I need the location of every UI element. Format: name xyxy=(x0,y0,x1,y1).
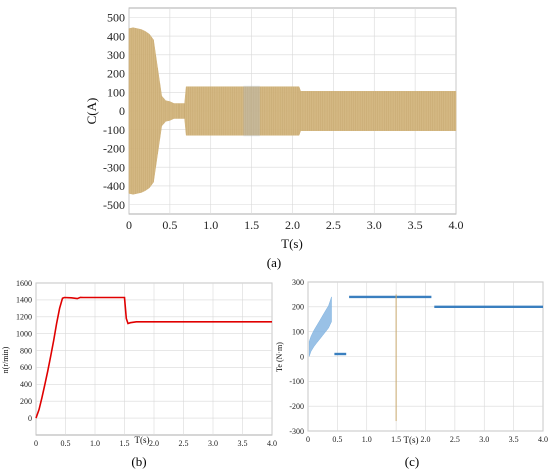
chart-c-x-label: T(s) xyxy=(404,435,419,445)
series-line-0 xyxy=(35,296,272,419)
x-tick-label: 3.0 xyxy=(208,439,218,448)
chart-a-series xyxy=(128,27,457,195)
caption-b: (b) xyxy=(131,454,146,469)
x-tick-label: 4.0 xyxy=(267,439,277,448)
x-tick-label: 4.0 xyxy=(538,435,548,444)
y-tick-label: 800 xyxy=(20,346,32,355)
y-tick-label: -300 xyxy=(289,427,304,436)
y-tick-label: 0 xyxy=(119,104,125,118)
chart-a: 0 0.5 1.0 1.5 2.0 2.5 3.0 3.5 4.0 500 400 300 200 10… xyxy=(84,7,464,270)
x-tick-label: 1.0 xyxy=(90,439,100,448)
x-tick-label: 1.0 xyxy=(203,218,218,232)
y-tick-label: 1600 xyxy=(16,279,32,288)
chart-a-y-ticks: 500 400 300 200 100 0 -100 -200 -300 -400 -500 xyxy=(103,11,125,212)
x-tick-label: 0 xyxy=(306,435,310,444)
series-band-overlay xyxy=(243,85,260,137)
x-tick-label: 4.0 xyxy=(449,218,464,232)
x-tick-label: 1.5 xyxy=(120,439,130,448)
chart-c: 0 0.5 1.0 1.5 2.0 2.5 3.0 3.5 4.0 300 200 100 0 -100… xyxy=(275,278,548,469)
x-tick-label: 1.0 xyxy=(362,435,372,444)
x-tick-label: 3.0 xyxy=(367,218,382,232)
chart-c-x-ticks: 0 0.5 1.0 1.5 2.0 2.5 3.0 3.5 4.0 xyxy=(306,435,548,444)
x-tick-label: 0.5 xyxy=(332,435,342,444)
chart-b-series xyxy=(35,296,272,419)
y-tick-label: 200 xyxy=(107,67,125,81)
y-tick-label: -300 xyxy=(103,160,125,174)
y-tick-label: 100 xyxy=(292,327,304,336)
y-tick-label: 400 xyxy=(20,380,32,389)
y-tick-label: 400 xyxy=(107,29,125,43)
y-tick-label: 200 xyxy=(292,303,304,312)
chart-b-grid xyxy=(35,282,273,435)
x-tick-label: 3.5 xyxy=(509,435,519,444)
series-band-0 xyxy=(308,296,332,357)
y-tick-label: 200 xyxy=(20,397,32,406)
x-tick-label: 2.5 xyxy=(326,218,341,232)
y-tick-label: -500 xyxy=(103,198,125,212)
y-tick-label: 300 xyxy=(292,278,304,287)
x-tick-label: 0 xyxy=(126,218,132,232)
x-tick-label: 2.0 xyxy=(421,435,431,444)
x-tick-label: 1.5 xyxy=(391,435,401,444)
y-tick-label: 1400 xyxy=(16,296,32,305)
x-tick-label: 2.5 xyxy=(450,435,460,444)
chart-a-x-ticks: 0 0.5 1.0 1.5 2.0 2.5 3.0 3.5 4.0 xyxy=(126,218,464,232)
x-tick-label: 2.0 xyxy=(285,218,300,232)
chart-b-y-ticks: 1600 1400 1200 1000 800 600 400 200 0 xyxy=(16,279,32,423)
y-tick-label: 500 xyxy=(107,11,125,25)
y-tick-label: 1000 xyxy=(16,329,32,338)
x-tick-label: 0 xyxy=(34,439,38,448)
caption-a: (a) xyxy=(267,255,281,270)
y-tick-label: -100 xyxy=(289,377,304,386)
x-tick-label: 0.5 xyxy=(162,218,177,232)
x-tick-label: 2.5 xyxy=(179,439,189,448)
chart-b: 0 0.5 1.0 1.5 2.0 2.5 3.0 3.5 4.0 1600 1400 1200 10… xyxy=(1,279,277,469)
y-tick-label: 1200 xyxy=(16,313,32,322)
y-tick-label: -400 xyxy=(103,179,125,193)
caption-c: (c) xyxy=(405,454,419,469)
series-band-0 xyxy=(128,27,457,195)
series-band-texture xyxy=(128,27,455,195)
y-tick-label: 100 xyxy=(107,85,125,99)
x-tick-label: 3.5 xyxy=(408,218,423,232)
y-tick-label: 0 xyxy=(300,352,304,361)
y-tick-label: -200 xyxy=(103,142,125,156)
chart-c-y-ticks: 300 200 100 0 -100 -200 -300 xyxy=(289,278,304,436)
x-tick-label: 2.0 xyxy=(149,439,159,448)
chart-a-y-label: C(A) xyxy=(84,98,99,125)
y-tick-label: 300 xyxy=(107,48,125,62)
y-tick-label: 0 xyxy=(28,414,32,423)
chart-b-y-label: n(r/min) xyxy=(1,346,10,373)
chart-a-x-label: T(s) xyxy=(281,236,303,251)
y-tick-label: -100 xyxy=(103,123,125,137)
chart-c-y-label: Te (N·m) xyxy=(275,342,284,372)
x-tick-label: 1.5 xyxy=(244,218,259,232)
chart-c-series xyxy=(308,294,543,422)
y-tick-label: 600 xyxy=(20,363,32,372)
x-tick-label: 0.5 xyxy=(61,439,71,448)
chart-b-x-ticks: 0 0.5 1.0 1.5 2.0 2.5 3.0 3.5 4.0 xyxy=(34,439,277,448)
x-tick-label: 3.0 xyxy=(479,435,489,444)
chart-b-x-label: T(s) xyxy=(135,435,150,445)
y-tick-label: -200 xyxy=(289,402,304,411)
x-tick-label: 3.5 xyxy=(238,439,248,448)
